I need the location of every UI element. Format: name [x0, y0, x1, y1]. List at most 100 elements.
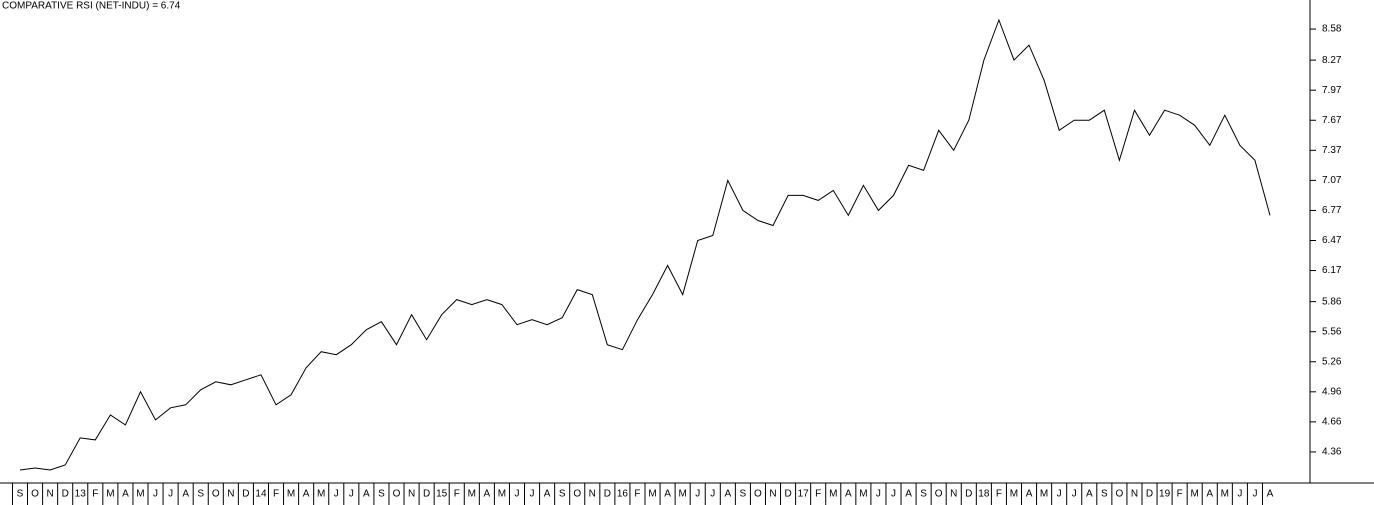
- y-tick-label: 7.37: [1322, 145, 1342, 156]
- x-tick-label: D: [62, 489, 69, 500]
- x-tick-label: F: [454, 489, 460, 500]
- x-tick-label: S: [197, 489, 204, 500]
- x-tick-label: 18: [978, 489, 990, 500]
- x-tick-label: A: [845, 489, 852, 500]
- x-tick-label: S: [740, 489, 747, 500]
- x-tick-label: M: [678, 489, 686, 500]
- x-tick-label: D: [784, 489, 791, 500]
- x-tick-label: A: [182, 489, 189, 500]
- x-tick-label: F: [92, 489, 98, 500]
- x-tick-label: N: [47, 489, 54, 500]
- x-tick-label: A: [544, 489, 551, 500]
- x-tick-label: M: [829, 489, 837, 500]
- chart-title: COMPARATIVE RSI (NET-INDU) = 6.74: [2, 1, 181, 12]
- x-tick-label: M: [106, 489, 114, 500]
- x-tick-label: N: [769, 489, 776, 500]
- y-tick-label: 4.66: [1322, 417, 1342, 428]
- x-tick-label: O: [31, 489, 39, 500]
- x-tick-label: A: [363, 489, 370, 500]
- x-tick-label: F: [996, 489, 1002, 500]
- x-tick-label: N: [589, 489, 596, 500]
- x-tick-label: 15: [436, 489, 448, 500]
- x-tick-label: S: [559, 489, 566, 500]
- x-tick-label: J: [334, 489, 339, 500]
- x-tick-label: J: [876, 489, 881, 500]
- x-tick-label: M: [1040, 489, 1048, 500]
- x-tick-label: S: [920, 489, 927, 500]
- x-tick-label: S: [1101, 489, 1108, 500]
- x-tick-label: J: [530, 489, 535, 500]
- y-tick-label: 5.26: [1322, 356, 1342, 367]
- x-tick-label: A: [905, 489, 912, 500]
- x-tick-label: J: [349, 489, 354, 500]
- x-tick-label: 13: [75, 489, 87, 500]
- x-tick-label: M: [287, 489, 295, 500]
- x-tick-label: M: [648, 489, 656, 500]
- x-tick-label: O: [935, 489, 943, 500]
- x-tick-label: M: [136, 489, 144, 500]
- x-tick-label: A: [1206, 489, 1213, 500]
- x-tick-label: D: [604, 489, 611, 500]
- x-tick-label: A: [724, 489, 731, 500]
- x-tick-label: M: [1191, 489, 1199, 500]
- x-tick-label: A: [1026, 489, 1033, 500]
- x-tick-label: F: [634, 489, 640, 500]
- x-tick-label: A: [484, 489, 491, 500]
- x-tick-label: J: [168, 489, 173, 500]
- x-tick-label: A: [1267, 489, 1274, 500]
- x-tick-label: O: [393, 489, 401, 500]
- x-tick-label: O: [573, 489, 581, 500]
- x-tick-label: F: [815, 489, 821, 500]
- x-tick-label: A: [1086, 489, 1093, 500]
- x-tick-label: O: [754, 489, 762, 500]
- x-tick-label: N: [950, 489, 957, 500]
- x-tick-label: M: [317, 489, 325, 500]
- x-tick-label: S: [378, 489, 385, 500]
- x-tick-label: J: [710, 489, 715, 500]
- x-tick-label: D: [242, 489, 249, 500]
- y-tick-label: 7.97: [1322, 85, 1342, 96]
- x-tick-label: J: [891, 489, 896, 500]
- x-tick-label: A: [664, 489, 671, 500]
- x-tick-label: 17: [798, 489, 810, 500]
- y-tick-label: 4.36: [1322, 447, 1342, 458]
- price-line: [19, 18, 1271, 471]
- x-tick-label: D: [965, 489, 972, 500]
- x-tick-label: O: [1116, 489, 1124, 500]
- x-tick-label: A: [122, 489, 129, 500]
- x-tick-label: F: [273, 489, 279, 500]
- x-tick-label: F: [1177, 489, 1183, 500]
- x-tick-label: 16: [617, 489, 629, 500]
- x-tick-label: J: [1072, 489, 1077, 500]
- x-tick-label: 19: [1159, 489, 1171, 500]
- y-tick-label: 5.56: [1322, 326, 1342, 337]
- y-tick-label: 7.07: [1322, 175, 1342, 186]
- x-tick-label: J: [1237, 489, 1242, 500]
- x-tick-label: J: [514, 489, 519, 500]
- x-tick-label: M: [1221, 489, 1229, 500]
- x-tick-label: D: [423, 489, 430, 500]
- y-tick-label: 5.86: [1322, 296, 1342, 307]
- x-tick-label: M: [1010, 489, 1018, 500]
- x-tick-label: 14: [255, 489, 267, 500]
- x-tick-label: N: [1131, 489, 1138, 500]
- x-tick-label: M: [498, 489, 506, 500]
- x-tick-label: J: [153, 489, 158, 500]
- y-tick-label: 7.67: [1322, 115, 1342, 126]
- x-tick-label: A: [303, 489, 310, 500]
- x-tick-label: M: [859, 489, 867, 500]
- x-tick-label: J: [695, 489, 700, 500]
- x-tick-label: N: [227, 489, 234, 500]
- y-tick-label: 6.77: [1322, 205, 1342, 216]
- x-tick-label: J: [1252, 489, 1257, 500]
- x-tick-label: N: [408, 489, 415, 500]
- y-tick-label: 8.27: [1322, 55, 1342, 66]
- y-tick-label: 6.47: [1322, 235, 1342, 246]
- x-tick-label: D: [1146, 489, 1153, 500]
- x-tick-label: S: [17, 489, 24, 500]
- y-tick-label: 6.17: [1322, 265, 1342, 276]
- y-tick-label: 8.58: [1322, 24, 1342, 35]
- x-tick-label: O: [212, 489, 220, 500]
